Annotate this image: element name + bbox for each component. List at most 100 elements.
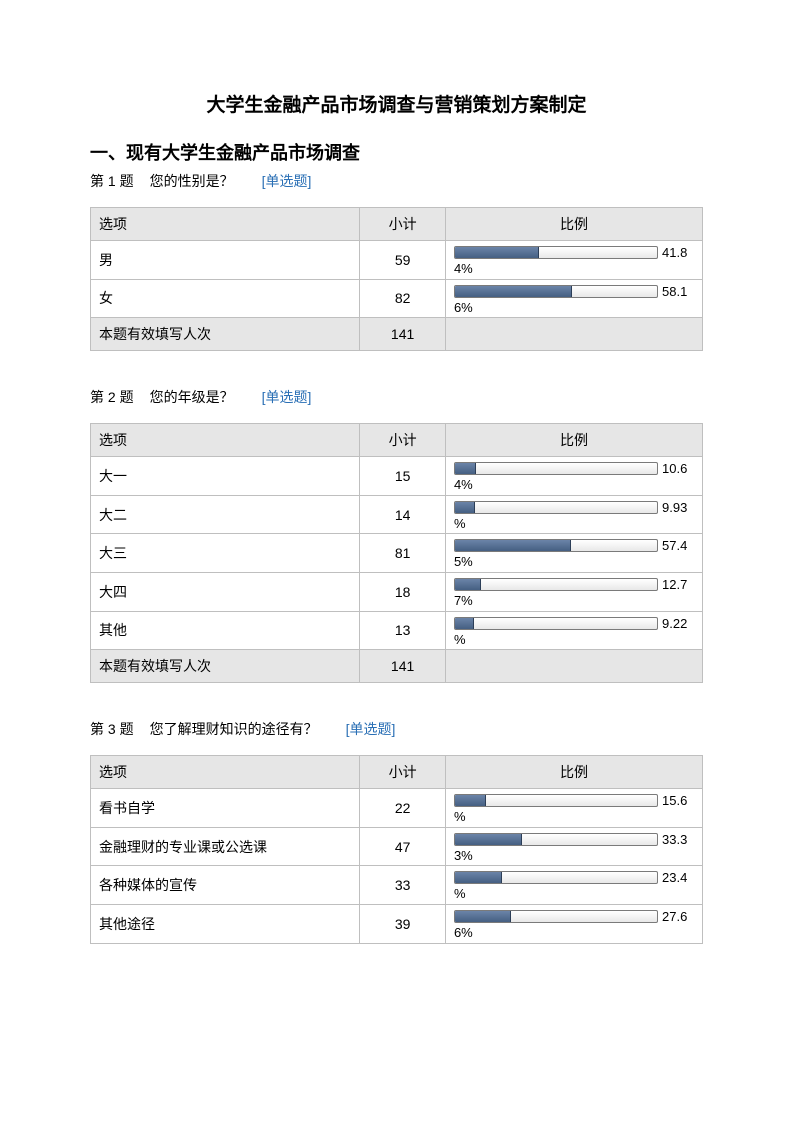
option-label: 女 xyxy=(91,279,360,318)
bar-fill xyxy=(455,540,571,551)
option-ratio: 57.45% xyxy=(445,534,702,573)
pct-top: 58.1 xyxy=(662,284,694,299)
pct-bottom: 6% xyxy=(454,300,694,316)
option-ratio: 23.4% xyxy=(445,866,702,905)
option-count: 47 xyxy=(360,827,446,866)
question-tag: [单选题] xyxy=(262,389,312,405)
question-number: 第 3 题 xyxy=(90,721,134,737)
pct-bottom: % xyxy=(454,516,694,532)
pct-bottom: 3% xyxy=(454,848,694,864)
option-label: 看书自学 xyxy=(91,789,360,828)
bar-track xyxy=(454,539,658,552)
option-ratio: 9.22% xyxy=(445,611,702,650)
question-text: 您了解理财知识的途径有？ xyxy=(150,721,318,737)
bar-track xyxy=(454,246,658,259)
survey-table: 选项小计比例男5941.84%女8258.16%本题有效填写人次141 xyxy=(90,207,703,351)
bar-fill xyxy=(455,872,502,883)
pct-bottom: 5% xyxy=(454,554,694,570)
pct-bottom: 4% xyxy=(454,261,694,277)
option-ratio: 10.64% xyxy=(445,457,702,496)
table-row: 大一1510.64% xyxy=(91,457,703,496)
table-row: 各种媒体的宣传3323.4% xyxy=(91,866,703,905)
table-row: 看书自学2215.6% xyxy=(91,789,703,828)
option-ratio: 33.33% xyxy=(445,827,702,866)
pct-bottom: % xyxy=(454,809,694,825)
option-label: 金融理财的专业课或公选课 xyxy=(91,827,360,866)
option-count: 81 xyxy=(360,534,446,573)
table-row: 大三8157.45% xyxy=(91,534,703,573)
question-tag: [单选题] xyxy=(262,173,312,189)
header-count: 小计 xyxy=(360,424,446,457)
option-label: 各种媒体的宣传 xyxy=(91,866,360,905)
header-ratio: 比例 xyxy=(445,756,702,789)
total-label: 本题有效填写人次 xyxy=(91,650,360,683)
option-count: 18 xyxy=(360,572,446,611)
bar-track xyxy=(454,578,658,591)
question-text: 您的性别是？ xyxy=(150,173,234,189)
bar-track xyxy=(454,871,658,884)
option-label: 男 xyxy=(91,241,360,280)
option-count: 39 xyxy=(360,904,446,943)
pct-top: 12.7 xyxy=(662,577,694,592)
header-option: 选项 xyxy=(91,756,360,789)
option-count: 15 xyxy=(360,457,446,496)
option-count: 82 xyxy=(360,279,446,318)
table-row: 其他139.22% xyxy=(91,611,703,650)
pct-top: 57.4 xyxy=(662,538,694,553)
header-ratio: 比例 xyxy=(445,208,702,241)
survey-table: 选项小计比例看书自学2215.6%金融理财的专业课或公选课4733.33%各种媒… xyxy=(90,755,703,943)
bar-track xyxy=(454,462,658,475)
question-number: 第 1 题 xyxy=(90,173,134,189)
bar-fill xyxy=(455,795,487,806)
question-tag: [单选题] xyxy=(346,721,396,737)
total-count: 141 xyxy=(360,318,446,351)
bar-track xyxy=(454,794,658,807)
section-heading: 一、现有大学生金融产品市场调查 xyxy=(90,139,703,165)
option-count: 33 xyxy=(360,866,446,905)
header-count: 小计 xyxy=(360,208,446,241)
bar-track xyxy=(454,617,658,630)
header-option: 选项 xyxy=(91,424,360,457)
option-count: 14 xyxy=(360,495,446,534)
bar-fill xyxy=(455,911,511,922)
pct-top: 10.6 xyxy=(662,461,694,476)
question-text: 您的年级是？ xyxy=(150,389,234,405)
option-ratio: 41.84% xyxy=(445,241,702,280)
bar-fill xyxy=(455,463,476,474)
option-ratio: 12.77% xyxy=(445,572,702,611)
questions-container: 第 1 题您的性别是？[单选题]选项小计比例男5941.84%女8258.16%… xyxy=(90,171,703,944)
option-ratio: 15.6% xyxy=(445,789,702,828)
option-label: 大二 xyxy=(91,495,360,534)
bar-fill xyxy=(455,247,540,258)
header-option: 选项 xyxy=(91,208,360,241)
option-count: 22 xyxy=(360,789,446,828)
pct-top: 15.6 xyxy=(662,793,694,808)
table-row: 男5941.84% xyxy=(91,241,703,280)
bar-fill xyxy=(455,286,573,297)
option-label: 其他途径 xyxy=(91,904,360,943)
option-ratio: 27.66% xyxy=(445,904,702,943)
pct-bottom: % xyxy=(454,632,694,648)
pct-bottom: % xyxy=(454,886,694,902)
table-row: 大四1812.77% xyxy=(91,572,703,611)
pct-bottom: 6% xyxy=(454,925,694,941)
pct-top: 9.22 xyxy=(662,616,694,631)
total-label: 本题有效填写人次 xyxy=(91,318,360,351)
bar-track xyxy=(454,910,658,923)
option-label: 大一 xyxy=(91,457,360,496)
option-ratio: 9.93% xyxy=(445,495,702,534)
survey-table: 选项小计比例大一1510.64%大二149.93%大三8157.45%大四181… xyxy=(90,423,703,683)
header-count: 小计 xyxy=(360,756,446,789)
table-row: 大二149.93% xyxy=(91,495,703,534)
total-empty xyxy=(445,318,702,351)
pct-top: 23.4 xyxy=(662,870,694,885)
table-row: 金融理财的专业课或公选课4733.33% xyxy=(91,827,703,866)
pct-bottom: 7% xyxy=(454,593,694,609)
total-row: 本题有效填写人次141 xyxy=(91,650,703,683)
bar-track xyxy=(454,285,658,298)
option-ratio: 58.16% xyxy=(445,279,702,318)
pct-top: 9.93 xyxy=(662,500,694,515)
page-title: 大学生金融产品市场调查与营销策划方案制定 xyxy=(90,90,703,117)
option-count: 59 xyxy=(360,241,446,280)
bar-fill xyxy=(455,579,481,590)
